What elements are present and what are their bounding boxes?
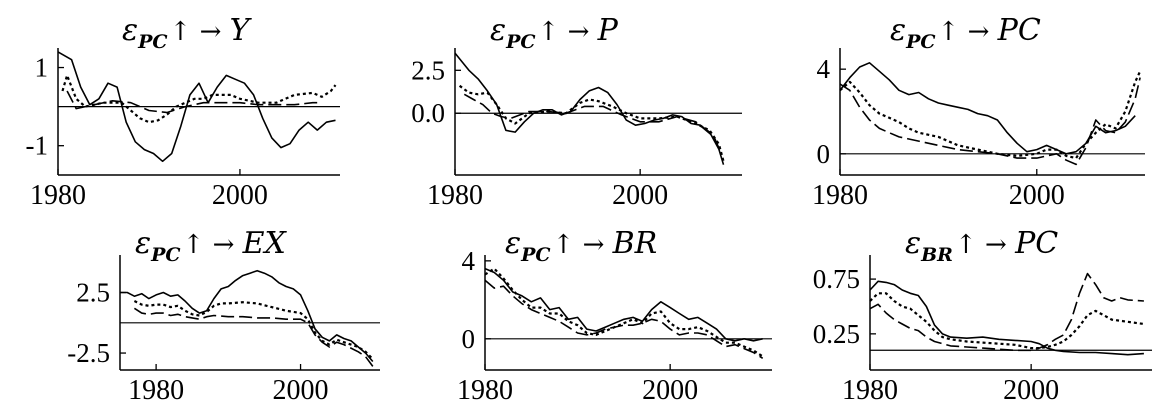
title-subscript: BR [920,244,953,266]
title-target: Y [230,13,253,48]
x-tick-label: 1980 [30,180,86,211]
series-line-dotted [484,267,764,358]
panel-title: εPC↑ → EX [135,226,288,266]
series-line-dashed [463,93,723,155]
x-tick-label: 2000 [1003,375,1059,406]
y-tick-label: 4 [462,246,476,276]
title-symbol: ε [890,13,906,48]
x-tick-label: 1980 [128,375,184,406]
title-symbol: ε [505,226,521,261]
title-arrow: ↑ → [538,17,598,47]
title-target: PC [997,13,1041,48]
panel-4: εPC↑ → EX 2.5 -2.5 1980 2000 [67,226,380,406]
title-subscript: PC [137,31,167,53]
panel-title: εPC↑ → BR [505,226,657,266]
title-symbol: ε [490,13,506,48]
series-line-solid [839,62,1136,155]
series-line-dashed [484,279,764,359]
x-tick-label: 2000 [612,180,668,211]
title-target: BR [612,226,658,261]
x-tick-label: 2000 [642,375,698,406]
title-target: EX [242,226,288,261]
title-subscript: PC [520,244,550,266]
series-line-solid [484,267,763,342]
title-arrow: ↑ → [938,17,998,47]
title-target: P [597,13,619,48]
title-symbol: ε [122,13,138,48]
series-line-solid [57,51,336,163]
series-line-solid [120,269,374,363]
y-tick-label: -2.5 [67,338,110,368]
panel-2: εPC↑ → P 2.5 0.0 1980 2000 [411,13,742,211]
title-subscript: PC [905,31,935,53]
series-line-dotted [869,292,1145,350]
series-line-solid [454,52,725,165]
y-tick-label: -1 [26,131,49,161]
title-subscript: PC [505,31,535,53]
y-tick-label: 0 [817,139,831,169]
panel-title: εBR↑ → PC [905,226,1058,266]
panel-1: εPC↑ → Y 1 -1 1980 2000 [26,13,340,211]
title-arrow: ↑ → [553,230,613,260]
panel-6: εBR↑ → PC 0.75 0.25 1980 2000 [813,226,1152,406]
title-symbol: ε [135,226,151,261]
x-tick-label: 1980 [842,375,898,406]
x-tick-label: 2000 [1009,180,1065,211]
series-line-dotted [133,300,374,360]
series-line-dashed [66,90,322,114]
y-tick-label: 0.25 [813,319,860,349]
series-line-dashed [839,77,1141,166]
panel-5: εPC↑ → BR 4 0 1980 2000 [457,226,772,406]
y-tick-label: 2.5 [411,55,445,85]
y-tick-label: 1 [35,53,49,83]
series-line-dotted [839,70,1142,160]
panel-title: εPC↑ → PC [890,13,1041,53]
panel-title: εPC↑ → Y [122,13,253,53]
x-tick-label: 1980 [812,180,868,211]
title-target: PC [1014,226,1058,261]
x-tick-label: 1980 [427,180,483,211]
series-line-dashed [869,272,1144,352]
title-subscript: PC [150,244,180,266]
title-arrow: ↑ → [170,17,230,47]
y-tick-label: 4 [817,54,831,84]
title-arrow: ↑ → [183,230,243,260]
series-line-solid [869,280,1144,356]
y-tick-label: 0.75 [813,264,860,294]
y-tick-label: 0.0 [411,98,445,128]
y-tick-label: 0 [462,324,476,354]
y-tick-label: 2.5 [76,278,110,308]
x-tick-label: 2000 [273,375,329,406]
x-tick-label: 2000 [212,180,268,211]
title-arrow: ↑ → [955,230,1015,260]
x-tick-label: 1980 [457,375,513,406]
title-symbol: ε [905,226,921,261]
panel-title: εPC↑ → P [490,13,619,53]
series-line-dashed [133,307,374,367]
series-line-dotted [458,84,725,162]
